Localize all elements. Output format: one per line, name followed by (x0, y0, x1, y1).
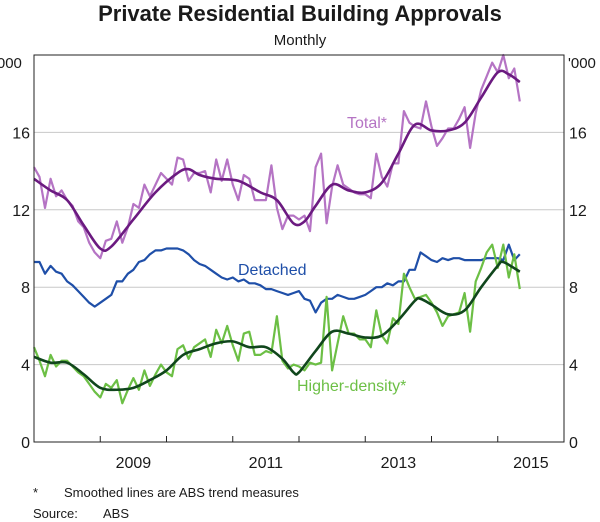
y-tick-label-left: 16 (12, 125, 30, 142)
chart-subtitle: Monthly (274, 32, 327, 49)
total-raw-line (33, 53, 521, 260)
detached-line (34, 243, 521, 314)
total-trend-line (33, 69, 521, 253)
higher-density-raw-line (32, 243, 521, 405)
source: ABS (103, 506, 129, 521)
right-unit-label: '000 (568, 55, 596, 72)
y-tick-label-right: 16 (569, 125, 587, 142)
footnote: Smoothed lines are ABS trend measures (64, 485, 299, 500)
y-tick-label-right: 12 (569, 203, 587, 220)
y-tick-label-left: 8 (21, 280, 30, 297)
chart-title: Private Residential Building Approvals (98, 1, 502, 26)
left-unit-label: '000 (0, 55, 22, 72)
total-annotation: Total* (347, 115, 387, 132)
y-tick-label-left: 12 (12, 203, 30, 220)
y-tick-label-left: 0 (21, 435, 30, 452)
higher-density-trend-line (33, 260, 521, 392)
y-tick-label-right: 0 (569, 435, 578, 452)
x-tick-label: 2015 (513, 455, 549, 472)
y-tick-label-left: 4 (21, 358, 30, 375)
x-tick-label: 2009 (116, 455, 152, 472)
higher-density-annotation: Higher-density* (297, 378, 406, 395)
x-tick-label: 2011 (249, 455, 284, 472)
detached-annotation: Detached (238, 262, 307, 279)
footnote-marker: * (33, 485, 38, 500)
y-tick-label-right: 4 (569, 358, 578, 375)
y-tick-label-right: 8 (569, 280, 578, 297)
x-tick-label: 2013 (381, 455, 417, 472)
source-label: Source: (33, 506, 78, 521)
